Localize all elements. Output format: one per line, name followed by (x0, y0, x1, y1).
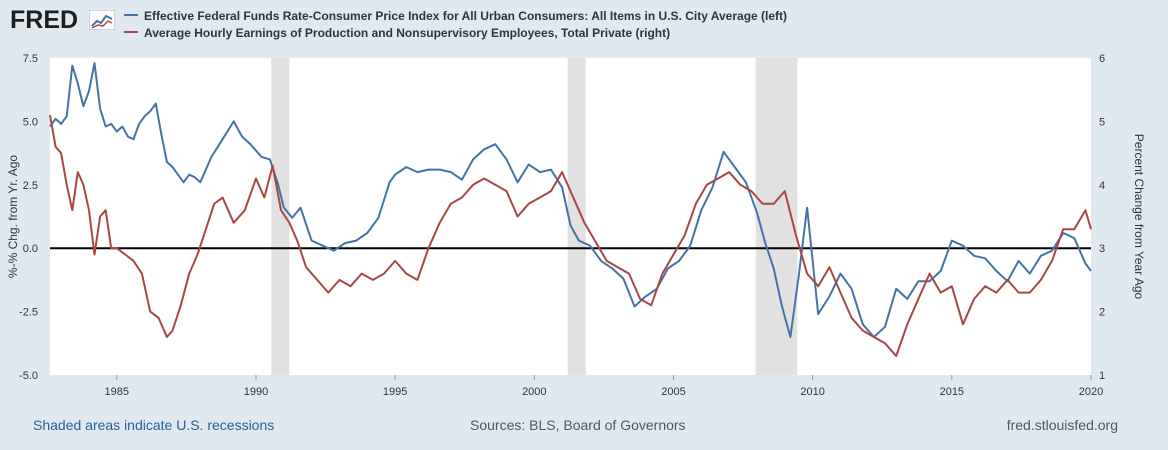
x-tick-label: 2005 (661, 386, 685, 398)
x-tick-label: 1985 (105, 386, 129, 398)
x-tick-label: 2000 (522, 386, 546, 398)
y-tick-right-label: 3 (1099, 243, 1105, 255)
legend-swatch-red (124, 30, 138, 33)
legend-item-ffr-cpi[interactable]: Effective Federal Funds Rate-Consumer Pr… (124, 9, 787, 23)
y-tick-right-label: 1 (1099, 370, 1105, 382)
y-tick-right-label: 5 (1099, 116, 1105, 128)
fred-chart-icon (89, 10, 115, 30)
x-tick-label: 2020 (1079, 386, 1103, 398)
x-tick-label: 2010 (800, 386, 824, 398)
x-tick-label: 2015 (940, 386, 964, 398)
recession-band-1 (567, 58, 586, 375)
x-tick-label: 1990 (244, 386, 268, 398)
legend-item-hourly-earnings[interactable]: Average Hourly Earnings of Production an… (124, 26, 670, 40)
y-tick-left-label: 2.5 (23, 180, 38, 192)
y-axis-label-right: Percent Change from Year Ago (1132, 134, 1146, 300)
y-tick-right-label: 2 (1099, 307, 1105, 319)
series-line-0 (49, 62, 1092, 338)
legend-label-hourly-earnings: Average Hourly Earnings of Production an… (144, 26, 671, 40)
legend-label-ffr-cpi: Effective Federal Funds Rate-Consumer Pr… (144, 9, 788, 23)
y-tick-left-label: -5.0 (19, 370, 38, 382)
x-tick-label: 1995 (383, 386, 407, 398)
y-tick-right-label: 6 (1099, 53, 1105, 65)
recession-band-0 (271, 58, 290, 375)
y-tick-left-label: 7.5 (23, 53, 38, 65)
legend-swatch-blue (124, 13, 138, 16)
y-axis-label-left: %-% Chg. from Yr. Ago (6, 155, 20, 278)
chart-header: FRED Effective Federal Funds Rate-Consum… (0, 0, 1168, 50)
recession-note-link[interactable]: Shaded areas indicate U.S. recessions (33, 417, 275, 433)
y-tick-right-label: 4 (1099, 180, 1105, 192)
chart-footer: Shaded areas indicate U.S. recessions So… (0, 410, 1168, 440)
y-tick-left-label: 5.0 (23, 116, 38, 128)
y-tick-left-label: 0.0 (23, 243, 38, 255)
sources-text: Sources: BLS, Board of Governors (470, 417, 686, 433)
fred-url[interactable]: fred.stlouisfed.org (1006, 417, 1118, 433)
series-line-1 (49, 114, 1092, 357)
chart-area: 7.5 5.0 2.5 0.0 -2.5 -5.0 6 5 4 3 2 1 1985 1990 1995 20… (6, 53, 1146, 398)
fred-logo[interactable]: FRED (10, 6, 79, 34)
y-tick-left-label: -2.5 (19, 307, 38, 319)
